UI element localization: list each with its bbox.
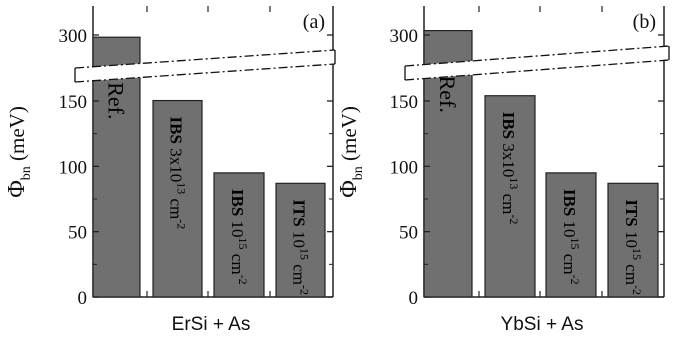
x-axis-label: YbSi + As <box>501 314 584 335</box>
bar-2 <box>484 95 536 298</box>
bar-label-3: IBS 1015 cm-2 <box>228 189 250 285</box>
y-tick-label-50: 50 <box>68 223 87 244</box>
bar-4 <box>607 182 659 298</box>
bar-3 <box>213 172 265 298</box>
bar-label-1: Ref. <box>104 82 129 119</box>
y-axis-label: Φbn (meV) <box>4 106 34 198</box>
axis-break-line-bottom <box>74 63 336 83</box>
axis-break-band <box>75 50 335 82</box>
axis-break-line-top <box>74 49 336 69</box>
y-tick-label-150: 150 <box>59 92 88 113</box>
y-tick-label-300: 300 <box>390 26 419 47</box>
axis-break-band <box>405 46 669 80</box>
panel-label: (b) <box>633 11 656 33</box>
axis-break-line-bottom <box>404 59 670 81</box>
bar-label-4: ITS 1015 cm-2 <box>622 199 644 295</box>
axis-break-line-top <box>404 45 670 67</box>
y-tick-label-0: 0 <box>78 288 88 309</box>
bar-label-1: Ref. <box>435 76 460 113</box>
y-tick-label-100: 100 <box>59 157 88 178</box>
bar-label-2: IBS 3x1013 cm-2 <box>499 112 521 225</box>
y-axis-label: Φbn (meV) <box>336 106 366 198</box>
y-tick-label-100: 100 <box>390 157 419 178</box>
y-tick-label-0: 0 <box>409 288 419 309</box>
y-tick-label-150: 150 <box>390 92 419 113</box>
bar-label-2: IBS 3x1013 cm-2 <box>167 117 189 230</box>
y-tick-label-300: 300 <box>59 26 88 47</box>
chart-panel-b: Ref. IBS 3x1013 cm-2 IBS 1015 cm-2 ITS 1015… <box>336 6 670 335</box>
x-axis-label: ErSi + As <box>172 314 251 335</box>
panel-label: (a) <box>303 11 325 33</box>
bar-label-3: IBS 1015 cm-2 <box>560 189 582 285</box>
bar-2 <box>152 99 203 298</box>
chart-panel-a: Ref. IBS 3x1013 cm-2 IBS 1015 cm-2 ITS 1015… <box>4 6 336 335</box>
bar-4 <box>275 182 326 298</box>
bar-label-4: ITS 1015 cm-2 <box>290 199 312 295</box>
bar-3 <box>545 172 597 298</box>
y-tick-label-50: 50 <box>399 223 418 244</box>
